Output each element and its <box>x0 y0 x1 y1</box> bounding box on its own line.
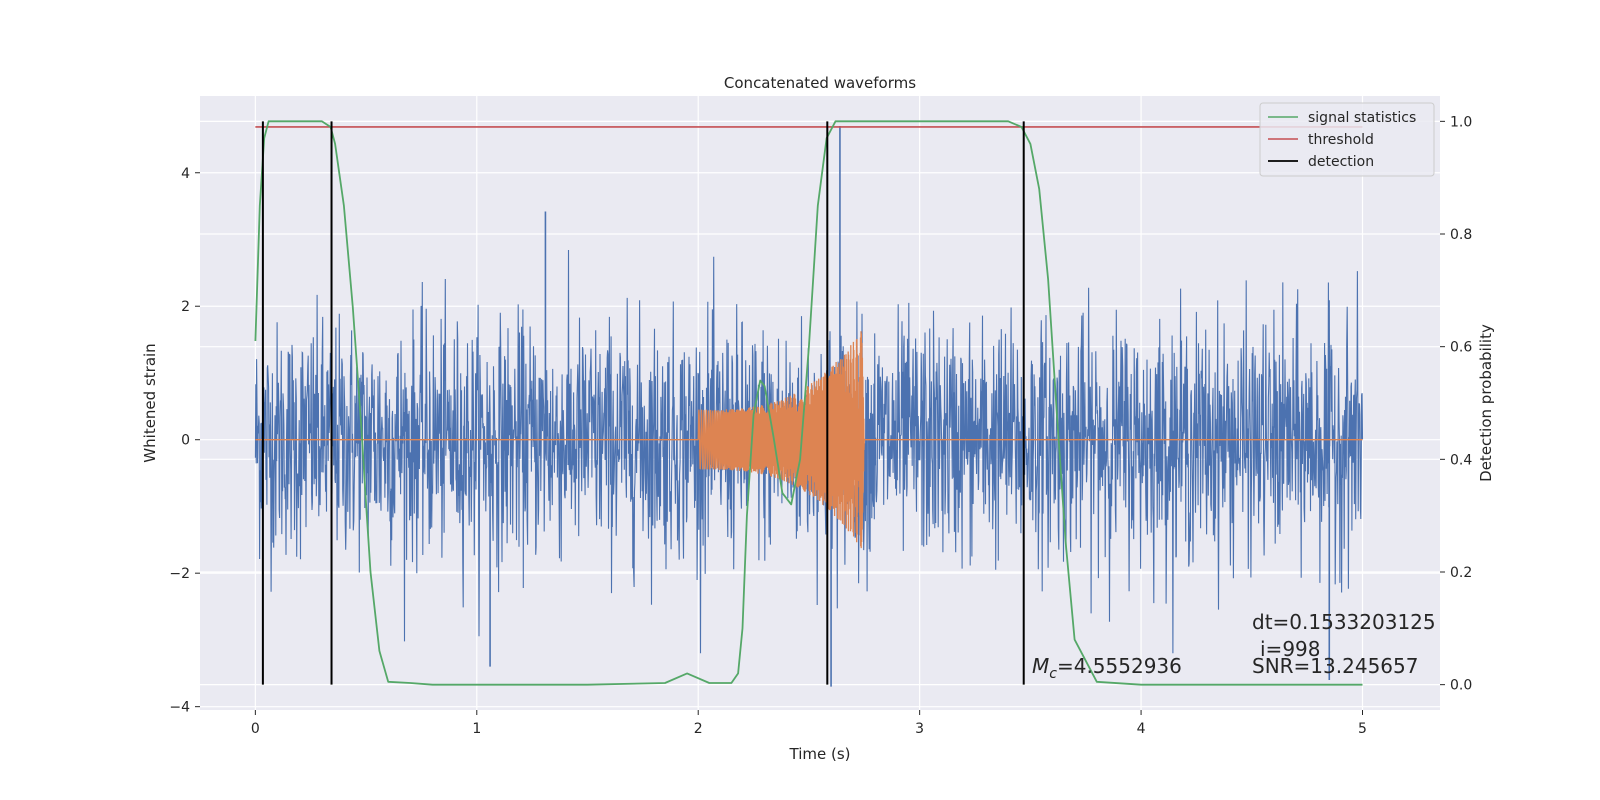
y-left-tick-label-2: 0 <box>181 433 190 449</box>
x-tick-label-1: 1 <box>472 721 481 737</box>
marks <box>254 120 1364 687</box>
x-tick-label-5: 5 <box>1358 721 1367 737</box>
annotation-chirp-mass: Mc=4.5552936 <box>1032 654 1182 682</box>
legend-box <box>1259 102 1435 177</box>
y-left-tick-label-3: 2 <box>181 299 190 315</box>
y-left-tick-label-1: −2 <box>169 566 190 582</box>
y-right-tick-label-5: 1.0 <box>1450 114 1472 130</box>
x-tick-label-2: 2 <box>694 721 703 737</box>
y-left-tick-label-0: −4 <box>169 700 190 716</box>
ticks: 0 1 2 3 4 5 −4 −2 0 2 4 0.0 0.2 0.4 0.6 0.8 1.0 <box>169 114 1472 737</box>
chirp-mass-subscript: c <box>1049 666 1057 682</box>
chart-title: Concatenated waveforms <box>724 74 916 92</box>
y-left-tick-label-4: 4 <box>181 166 190 182</box>
x-tick-label-4: 4 <box>1137 721 1146 737</box>
chirp-line <box>255 331 1363 549</box>
x-tick-label-3: 3 <box>915 721 924 737</box>
y-right-tick-label-0: 0.0 <box>1450 678 1472 694</box>
y-right-tick-label-4: 0.8 <box>1450 227 1472 243</box>
x-tick-label-0: 0 <box>251 721 260 737</box>
y-right-tick-label-2: 0.4 <box>1450 452 1472 468</box>
legend-label-signal-statistics: signal statistics <box>1308 110 1416 126</box>
annotation-dt: dt=0.1533203125 <box>1252 610 1436 634</box>
legend-label-detection: detection <box>1308 154 1374 170</box>
annotation-snr: SNR=13.245657 <box>1252 654 1418 678</box>
annotation-i: i=998 <box>1260 637 1321 661</box>
legend: signal statistics threshold detection <box>1259 102 1435 177</box>
y-axis-label-right: Detection probability <box>1477 324 1495 482</box>
x-axis-label: Time (s) <box>789 745 851 763</box>
chirp-mass-symbol: M <box>1032 654 1049 678</box>
y-right-tick-label-1: 0.2 <box>1450 565 1472 581</box>
y-right-tick-label-3: 0.6 <box>1450 340 1472 356</box>
y-axis-label-left: Whitened strain <box>141 343 159 462</box>
chirp-mass-value: =4.5552936 <box>1057 654 1182 678</box>
annotations: dt=0.1533203125 i=998 SNR=13.245657 Mc=4… <box>1032 610 1436 682</box>
signal-statistics-line <box>254 120 1363 686</box>
legend-label-threshold: threshold <box>1308 132 1374 148</box>
